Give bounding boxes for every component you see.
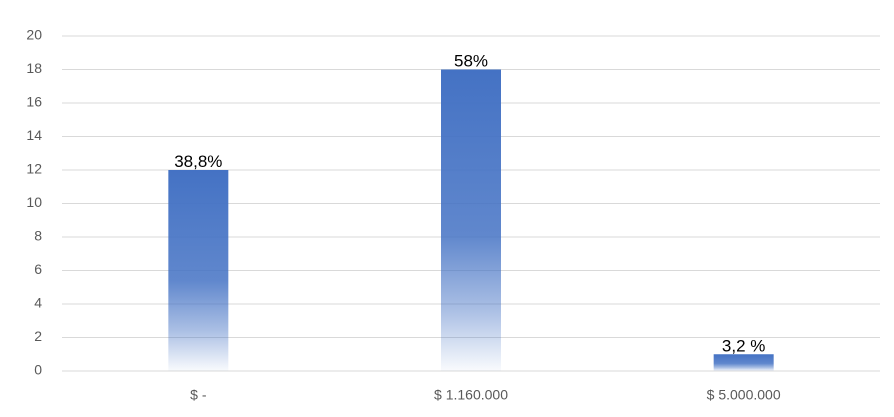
y-tick-label: 6 xyxy=(34,261,42,277)
bar-annotation: 58% xyxy=(454,52,488,71)
bar xyxy=(441,69,501,371)
y-tick-label: 4 xyxy=(34,295,42,311)
y-tick-label: 10 xyxy=(26,194,42,210)
y-tick-label: 0 xyxy=(34,362,42,378)
y-tick-label: 2 xyxy=(34,328,42,344)
y-tick-label: 18 xyxy=(26,60,42,76)
y-tick-label: 12 xyxy=(26,161,42,177)
y-tick-label: 20 xyxy=(26,27,42,43)
bar xyxy=(713,354,774,371)
x-tick-label: $ 5.000.000 xyxy=(707,387,781,403)
y-tick-label: 14 xyxy=(26,127,42,143)
bar-annotation: 38,8% xyxy=(174,152,222,171)
y-tick-label: 16 xyxy=(26,94,42,110)
bar xyxy=(168,170,229,371)
bar-annotation: 3,2 % xyxy=(722,336,765,355)
x-tick-label: $ 1.160.000 xyxy=(434,387,508,403)
y-tick-label: 8 xyxy=(34,228,42,244)
x-tick-label: $ - xyxy=(190,387,207,403)
